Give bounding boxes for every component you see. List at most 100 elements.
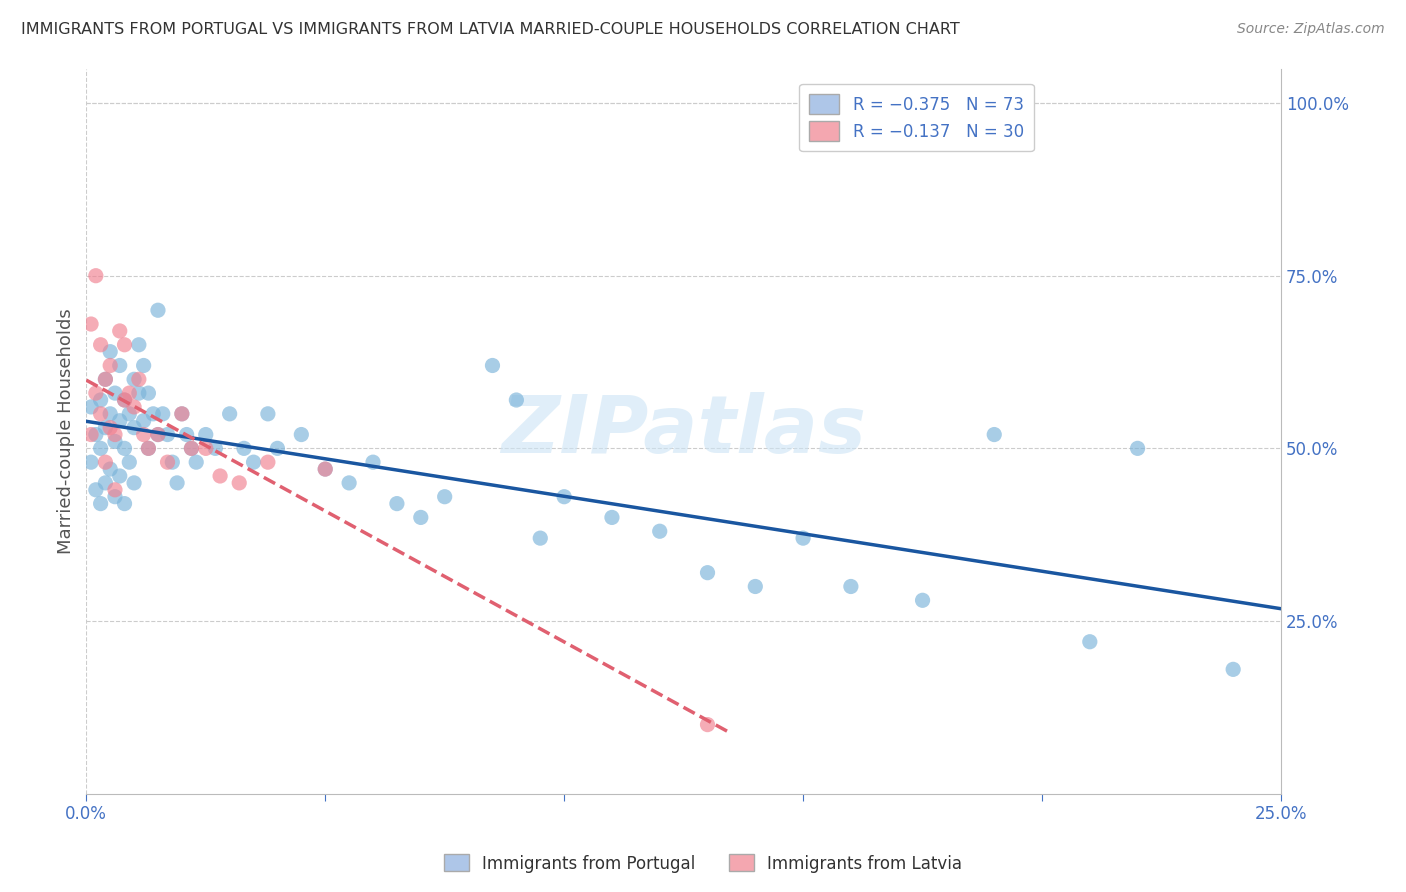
Point [94, 420, 117, 434]
Point [361, 455, 384, 469]
Point [122, 372, 145, 386]
Point [104, 483, 127, 497]
Point [138, 442, 160, 456]
Point [94, 372, 117, 386]
Point [290, 427, 312, 442]
Text: Source: ZipAtlas.com: Source: ZipAtlas.com [1237, 22, 1385, 37]
Point [233, 442, 256, 456]
Point [266, 442, 288, 456]
Point [132, 359, 155, 373]
Point [104, 386, 127, 401]
Point [228, 475, 250, 490]
Point [744, 579, 766, 593]
Point [146, 427, 169, 442]
Point [94, 455, 117, 469]
Point [114, 392, 136, 407]
Point [84, 268, 107, 283]
Point [118, 386, 141, 401]
Point [209, 469, 232, 483]
Point [128, 386, 150, 401]
Y-axis label: Married-couple Households: Married-couple Households [58, 309, 75, 554]
Point [84, 483, 107, 497]
Point [152, 407, 174, 421]
Point [98, 359, 121, 373]
Point [108, 469, 131, 483]
Point [194, 442, 217, 456]
Point [94, 372, 117, 386]
Point [257, 455, 280, 469]
Point [792, 531, 814, 545]
Point [204, 442, 226, 456]
Point [156, 427, 179, 442]
Point [98, 420, 121, 434]
Point [94, 475, 117, 490]
Point [128, 338, 150, 352]
Point [218, 407, 240, 421]
Text: ZIPatlas: ZIPatlas [501, 392, 866, 470]
Point [176, 427, 198, 442]
Point [132, 427, 155, 442]
Point [108, 359, 131, 373]
Point [104, 490, 127, 504]
Point [481, 359, 503, 373]
Point [90, 338, 112, 352]
Point [553, 490, 575, 504]
Point [108, 324, 131, 338]
Point [696, 717, 718, 731]
Point [142, 407, 165, 421]
Point [166, 475, 188, 490]
Point [314, 462, 336, 476]
Point [600, 510, 623, 524]
Point [98, 462, 121, 476]
Point [108, 414, 131, 428]
Point [122, 420, 145, 434]
Legend: R = −0.375   N = 73, R = −0.137   N = 30: R = −0.375 N = 73, R = −0.137 N = 30 [799, 84, 1033, 152]
Point [648, 524, 671, 539]
Point [146, 303, 169, 318]
Point [1222, 662, 1244, 676]
Point [90, 407, 112, 421]
Point [84, 386, 107, 401]
Point [122, 475, 145, 490]
Text: IMMIGRANTS FROM PORTUGAL VS IMMIGRANTS FROM LATVIA MARRIED-COUPLE HOUSEHOLDS COR: IMMIGRANTS FROM PORTUGAL VS IMMIGRANTS F… [21, 22, 960, 37]
Point [314, 462, 336, 476]
Point [80, 455, 103, 469]
Point [114, 442, 136, 456]
Point [385, 497, 408, 511]
Point [90, 392, 112, 407]
Point [90, 442, 112, 456]
Point [156, 455, 179, 469]
Point [132, 414, 155, 428]
Point [98, 407, 121, 421]
Point [138, 442, 160, 456]
Point [84, 427, 107, 442]
Point [242, 455, 264, 469]
Point [80, 400, 103, 414]
Point [983, 427, 1005, 442]
Point [257, 407, 280, 421]
Point [180, 442, 202, 456]
Point [696, 566, 718, 580]
Legend: Immigrants from Portugal, Immigrants from Latvia: Immigrants from Portugal, Immigrants fro… [437, 847, 969, 880]
Point [118, 455, 141, 469]
Point [1126, 442, 1149, 456]
Point [839, 579, 862, 593]
Point [104, 427, 127, 442]
Point [170, 407, 193, 421]
Point [146, 427, 169, 442]
Point [128, 372, 150, 386]
Point [529, 531, 551, 545]
Point [80, 317, 103, 331]
Point [162, 455, 184, 469]
Point [114, 497, 136, 511]
Point [180, 442, 202, 456]
Point [138, 386, 160, 401]
Point [433, 490, 456, 504]
Point [118, 407, 141, 421]
Point [505, 392, 527, 407]
Point [409, 510, 432, 524]
Point [186, 455, 208, 469]
Point [1078, 634, 1101, 648]
Point [80, 427, 103, 442]
Point [170, 407, 193, 421]
